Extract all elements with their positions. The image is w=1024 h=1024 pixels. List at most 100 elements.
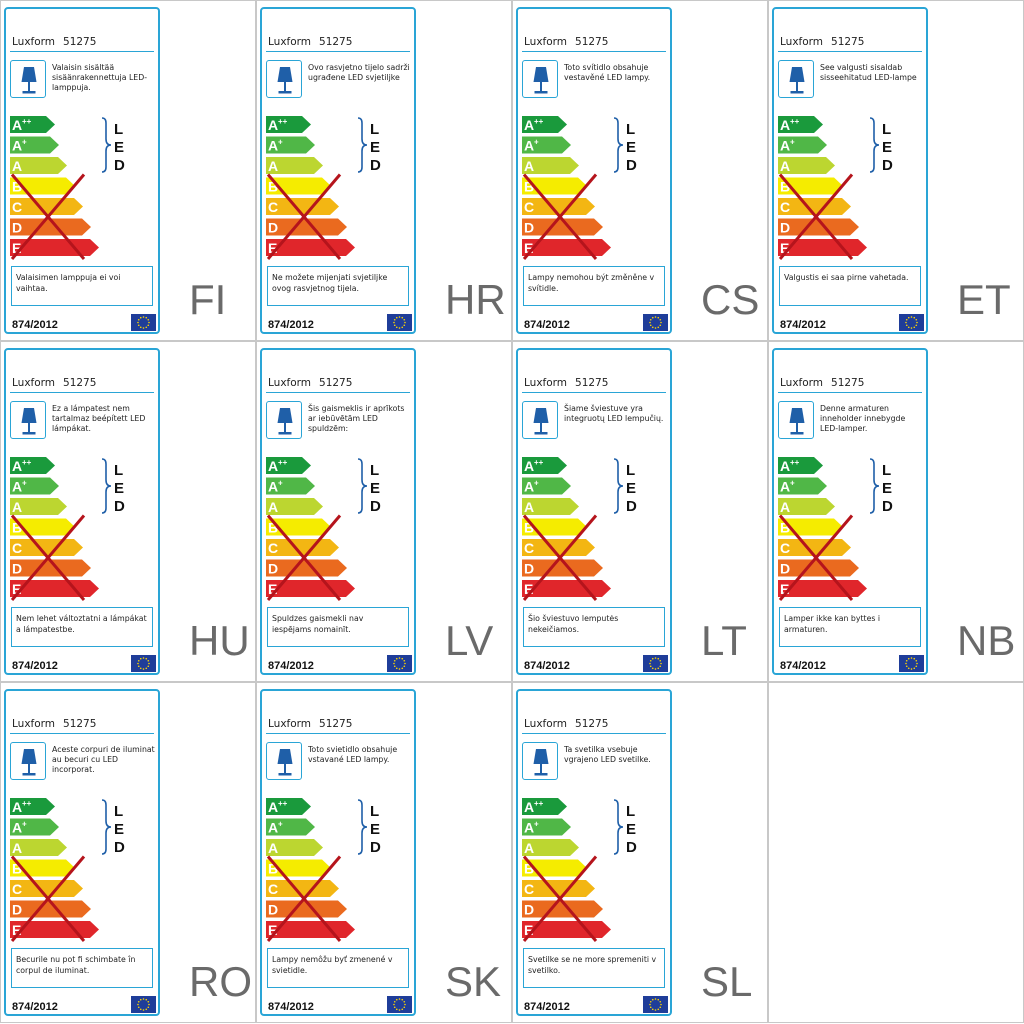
svg-text:A: A (524, 138, 534, 154)
eu-flag-icon (643, 314, 668, 331)
led-range-brace (868, 458, 880, 514)
energy-class-C: C (10, 880, 83, 897)
led-range-brace (612, 458, 624, 514)
svg-text:C: C (12, 881, 22, 897)
energy-label-card: Luxform 51275 Šis gaismeklis ir aprīkots a… (260, 348, 416, 675)
svg-text:A: A (524, 458, 534, 474)
led-range-brace (356, 117, 368, 173)
svg-text:+: + (534, 138, 539, 147)
lamp-icon-box (266, 742, 302, 780)
lamp-icon-box (10, 401, 46, 439)
energy-class-A: A (10, 498, 67, 515)
svg-text:E: E (268, 240, 277, 256)
language-code: HR (445, 276, 506, 323)
svg-text:A: A (780, 479, 790, 495)
svg-text:C: C (524, 881, 534, 897)
energy-class-C: C (522, 880, 595, 897)
eu-flag-icon (387, 655, 412, 672)
svg-text:C: C (12, 199, 22, 215)
non-replaceable-note: Šio šviestuvo lemputės nekeičiamos. (523, 607, 665, 647)
brand-name: Luxform (524, 36, 568, 48)
svg-text:E: E (524, 922, 533, 938)
model-number: 51275 (63, 377, 97, 389)
regulation-number: 874/2012 (12, 1001, 58, 1013)
header-divider (522, 51, 666, 52)
energy-class-B: B (522, 177, 587, 195)
led-letter: L (370, 803, 380, 820)
led-letter: E (370, 821, 381, 838)
svg-text:B: B (268, 179, 278, 195)
excluded-classes-cross-icon (266, 173, 342, 260)
led-letter: L (370, 121, 380, 138)
svg-text:D: D (268, 902, 278, 918)
table-lamp-icon (277, 749, 293, 776)
table-lamp-icon (21, 749, 37, 776)
energy-class-Aplus: A + (266, 818, 315, 836)
svg-text:A: A (780, 499, 790, 515)
svg-text:A: A (268, 799, 278, 815)
svg-text:A: A (268, 499, 278, 515)
svg-text:A: A (524, 840, 534, 856)
led-contents-text: Valaisin sisältää sisäänrakennettuja LED… (52, 63, 148, 92)
brand-header: Luxform 51275 (524, 377, 608, 389)
led-letter: D (626, 839, 637, 856)
label-cell: Luxform 51275 Ovo rasvjetno tijelo sadrži … (256, 0, 512, 341)
led-contents-text: Toto svietidlo obsahuje vstavané LED lam… (308, 745, 398, 764)
header-divider (778, 392, 922, 393)
energy-class-D: D (10, 559, 91, 577)
energy-class-C: C (266, 198, 339, 215)
eu-flag-icon (131, 314, 156, 331)
header-divider (266, 51, 410, 52)
led-letter: E (882, 480, 893, 497)
label-cell: Luxform 51275 Šis gaismeklis ir aprīkots a… (256, 341, 512, 682)
energy-class-D: D (266, 218, 347, 236)
energy-class-scale: A ++ A + A B C D E (778, 116, 868, 260)
eu-flag-icon (643, 996, 668, 1013)
excluded-classes-cross-icon (266, 514, 342, 601)
energy-label-card: Luxform 51275 Aceste corpuri de iluminat a… (4, 689, 160, 1016)
lamp-icon-box (778, 401, 814, 439)
svg-text:A: A (12, 158, 22, 174)
model-number: 51275 (319, 718, 353, 730)
energy-class-C: C (266, 539, 339, 556)
language-code: FI (189, 276, 227, 323)
excluded-classes-cross-icon (522, 173, 598, 260)
energy-class-Aplusplus: A ++ (10, 457, 55, 474)
energy-class-B: B (778, 177, 843, 195)
led-letter: D (370, 839, 381, 856)
brand-name: Luxform (12, 718, 56, 730)
energy-class-A: A (10, 839, 67, 856)
energy-label-card: Luxform 51275 Denne armaturen inneholder i… (772, 348, 928, 675)
led-letter: E (370, 480, 381, 497)
led-letter: L (626, 121, 636, 138)
non-replaceable-note: Lamper ikke kan byttes i armaturen. (779, 607, 921, 647)
label-cell: Luxform 51275 Aceste corpuri de iluminat a… (0, 682, 256, 1023)
svg-text:B: B (780, 179, 790, 195)
brand-header: Luxform 51275 (12, 377, 96, 389)
svg-text:C: C (268, 199, 278, 215)
svg-text:A: A (268, 117, 278, 133)
svg-text:E: E (268, 922, 277, 938)
energy-class-B: B (266, 859, 331, 877)
svg-text:A: A (12, 479, 22, 495)
svg-text:D: D (12, 561, 22, 577)
svg-text:++: ++ (534, 458, 544, 467)
energy-class-B: B (266, 177, 331, 195)
svg-text:++: ++ (534, 117, 544, 126)
label-cell: Luxform 51275 Šiame šviestuve yra integruo… (512, 341, 768, 682)
non-replaceable-note: Lampy nemohou být změněne v svítidle. (523, 266, 665, 306)
svg-text:A: A (268, 138, 278, 154)
led-letter: D (370, 498, 381, 515)
energy-class-C: C (778, 198, 851, 215)
svg-text:A: A (12, 799, 22, 815)
energy-class-Aplus: A + (522, 818, 571, 836)
header-divider (10, 51, 154, 52)
svg-text:E: E (524, 240, 533, 256)
svg-text:A: A (780, 138, 790, 154)
energy-class-A: A (266, 839, 323, 856)
